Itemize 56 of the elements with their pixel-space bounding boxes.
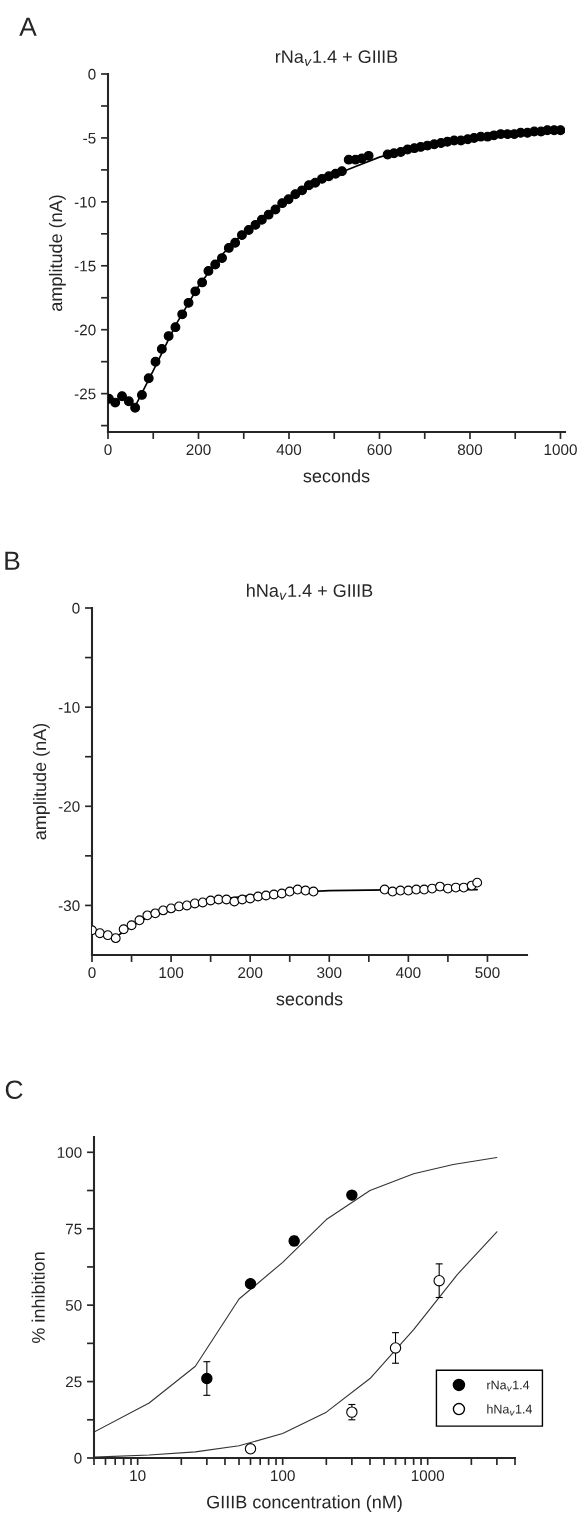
y-tick-label: 75 [65, 1223, 82, 1235]
x-axis-title: seconds [276, 992, 343, 1006]
y-tick-label: 25 [65, 1376, 82, 1388]
y-tick-label: -25 [74, 388, 96, 400]
y-tick-label: -20 [74, 324, 96, 336]
chart-title: hNa$_{v}$1.4 + GIIIB [247, 583, 373, 600]
point [166, 903, 177, 914]
legend-label: rNa$_{v}$1.4 [487, 1380, 530, 1392]
point [150, 908, 161, 919]
y-tick-label: -15 [74, 260, 96, 272]
point [118, 924, 129, 935]
chart-title: rNa$_{v}$1.4 + GIIIB [275, 50, 398, 66]
point [308, 886, 319, 897]
x-tick-label: 200 [238, 967, 263, 979]
y-axis-title: % inhibition [31, 1252, 45, 1344]
x-tick-label: 800 [457, 444, 483, 456]
x-tick-label: 1000 [544, 444, 577, 456]
y-tick-label: 0 [88, 68, 96, 80]
x-tick-label: 600 [367, 444, 392, 456]
point [126, 920, 137, 931]
y-tick-label: -30 [58, 900, 80, 912]
y-tick-label: -10 [58, 702, 80, 713]
x-tick-label: 500 [475, 967, 500, 979]
x-tick-label: 400 [395, 967, 421, 979]
point [110, 933, 121, 944]
text: C [5, 1080, 23, 1100]
y-tick-label: 0 [72, 602, 80, 614]
point [245, 893, 256, 904]
legend-label: hNa$_{v}$1.4 [487, 1404, 533, 1416]
y-axis-title: amplitude (nA) [32, 723, 50, 840]
y-tick-label: 100 [57, 1147, 82, 1158]
x-tick-label: 100 [159, 967, 184, 979]
point [276, 888, 287, 899]
x-axis-title: seconds [303, 469, 370, 483]
point [472, 877, 483, 888]
x-tick-label: 10 [130, 1470, 146, 1482]
x-tick-label: 100 [271, 1470, 295, 1482]
point [181, 900, 192, 911]
x-tick-label: 1000 [411, 1470, 445, 1482]
x-tick-label: 300 [317, 967, 342, 979]
y-tick-label: 50 [65, 1300, 82, 1311]
text: B [5, 551, 20, 570]
y-tick-label: -10 [74, 196, 96, 208]
x-axis-title: GIIIB concentration (nM) [207, 1495, 402, 1512]
point [102, 930, 113, 941]
x-tick-label: 400 [276, 444, 302, 456]
x-tick-label: 0 [104, 444, 112, 456]
y-axis-title: amplitude (nA) [48, 195, 66, 311]
point [94, 928, 105, 939]
y-tick-label: -5 [83, 132, 96, 144]
point [158, 905, 169, 916]
x-tick-label: 200 [186, 444, 211, 456]
text: A [19, 17, 37, 36]
y-tick-label: -20 [58, 801, 80, 812]
point [134, 915, 145, 926]
y-tick-label: 0 [74, 1452, 82, 1464]
